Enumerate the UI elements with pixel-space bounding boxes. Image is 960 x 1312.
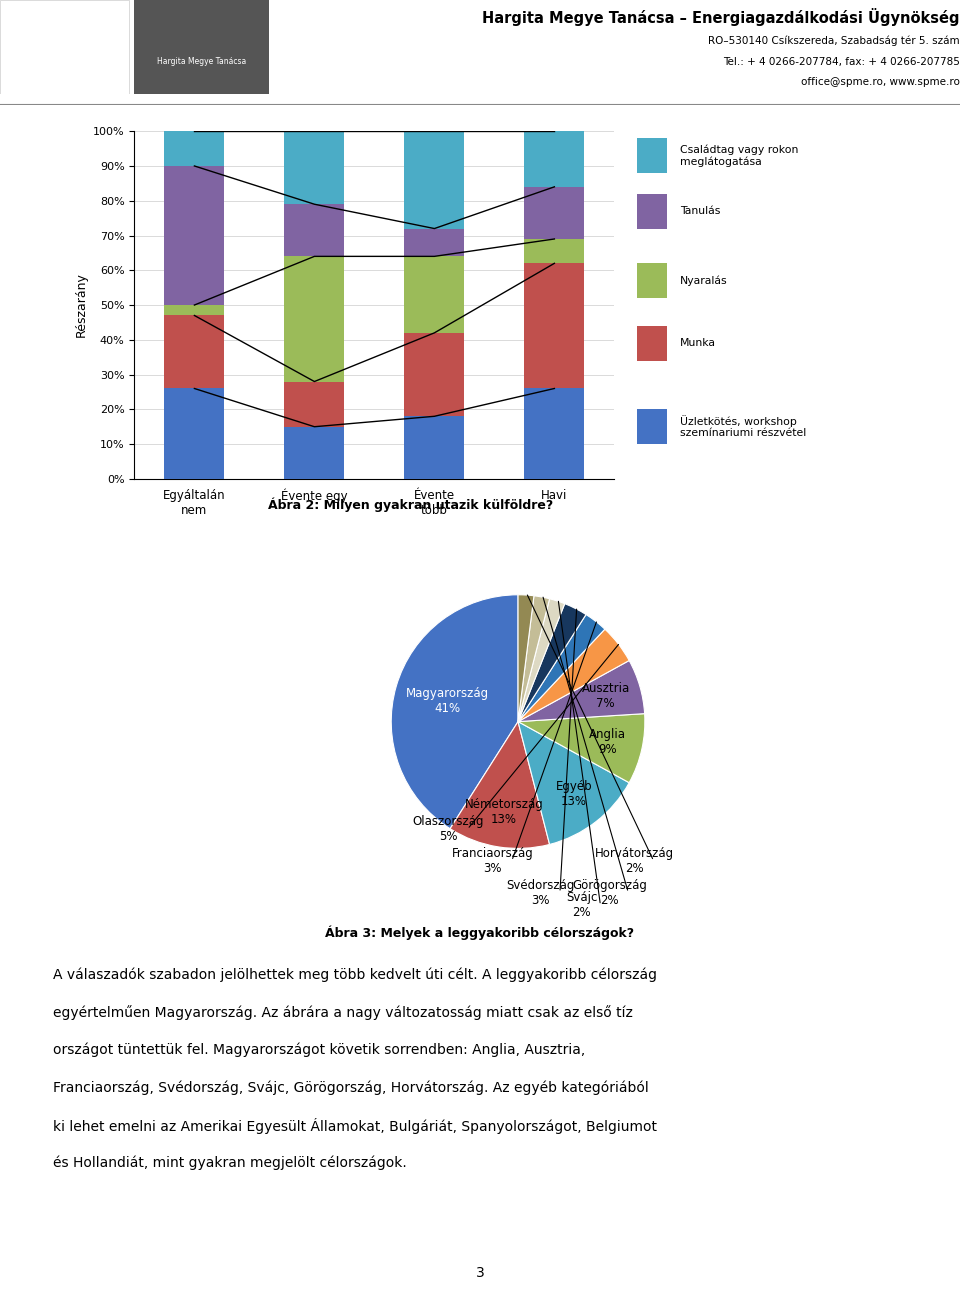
Text: és Hollandiát, mint gyakran megjelölt célországok.: és Hollandiát, mint gyakran megjelölt cé… [53,1156,406,1170]
Wedge shape [518,598,564,722]
Text: Németország
13%: Németország 13% [465,798,543,825]
Wedge shape [518,630,629,722]
Bar [404,256,465,333]
Bar [524,264,585,388]
Bar [284,131,345,205]
Text: Görögország
2%: Görögország 2% [572,879,647,907]
Wedge shape [518,604,586,722]
Text: Tel.: + 4 0266-207784, fax: + 4 0266-207785: Tel.: + 4 0266-207784, fax: + 4 0266-207… [723,56,960,67]
Bar [284,205,345,256]
Text: Franciaország, Svédország, Svájc, Görögország, Horvátország. Az egyéb kategóriáb: Franciaország, Svédország, Svájc, Görögo… [53,1080,649,1094]
Text: Franciaország
3%: Franciaország 3% [452,848,534,875]
Bar [164,167,225,304]
Bar [134,0,269,94]
Bar [636,325,667,361]
Text: Tanulás: Tanulás [680,206,720,216]
Wedge shape [392,594,518,829]
Bar [284,382,345,426]
Text: egyértelműen Magyarország. Az ábrára a nagy változatosság miatt csak az első tíz: egyértelműen Magyarország. Az ábrára a n… [53,1005,633,1019]
Text: Ábra 3: Melyek a leggyakoribb célországok?: Ábra 3: Melyek a leggyakoribb célországo… [325,925,635,941]
Text: Nyaralás: Nyaralás [680,276,728,286]
Text: office@spme.ro, www.spme.ro: office@spme.ro, www.spme.ro [802,77,960,88]
Bar [404,228,465,256]
Bar [524,186,585,239]
Text: Ábra 2: Milyen gyakran utazik külföldre?: Ábra 2: Milyen gyakran utazik külföldre? [268,497,554,513]
Text: Hargita Megye Tanácsa – Energiagazdálkodási Ügynökség: Hargita Megye Tanácsa – Energiagazdálkod… [483,8,960,25]
Text: RO–530140 Csíkszereda, Szabadság tér 5. szám: RO–530140 Csíkszereda, Szabadság tér 5. … [708,35,960,46]
Bar [164,388,225,479]
Text: Svájc
2%: Svájc 2% [565,891,597,920]
Text: Magyarország
41%: Magyarország 41% [406,687,489,715]
Text: 3: 3 [475,1266,485,1279]
Text: A válaszadók szabadon jelölhettek meg több kedvelt úti célt. A leggyakoribb célo: A válaszadók szabadon jelölhettek meg tö… [53,967,657,981]
Bar [636,138,667,173]
Wedge shape [518,594,534,722]
Bar [636,194,667,228]
Bar [524,131,585,186]
Text: Egyéb
13%: Egyéb 13% [556,779,592,808]
Wedge shape [518,714,645,783]
Bar [404,131,465,228]
Bar [524,388,585,479]
Bar [164,131,225,167]
Text: Anglia
9%: Anglia 9% [588,728,626,756]
Bar [164,315,225,388]
Bar [636,409,667,443]
Wedge shape [518,660,644,722]
Bar [524,239,585,264]
Text: ki lehet emelni az Amerikai Egyesült Államokat, Bulgáriát, Spanyolországot, Belg: ki lehet emelni az Amerikai Egyesült Áll… [53,1118,657,1134]
Text: Üzletkötés, workshop
szemínariumi részvétel: Üzletkötés, workshop szemínariumi részvé… [680,415,806,438]
Wedge shape [450,722,549,849]
Bar [0,0,129,94]
Bar [284,256,345,382]
Wedge shape [518,596,549,722]
Bar [404,333,465,416]
Text: Olaszország
5%: Olaszország 5% [413,815,484,844]
Bar [404,416,465,479]
Bar [164,306,225,315]
Wedge shape [518,722,629,845]
Text: Ausztria
7%: Ausztria 7% [582,682,630,710]
Text: Svédország
3%: Svédország 3% [507,879,575,907]
Bar [284,426,345,479]
Text: Munka: Munka [680,338,716,348]
Y-axis label: Részarány: Részarány [75,273,87,337]
Text: országot tüntettük fel. Magyarországot követik sorrendben: Anglia, Ausztria,: országot tüntettük fel. Magyarországot k… [53,1043,585,1057]
Wedge shape [518,614,605,722]
Text: Hargita Megye Tanácsa: Hargita Megye Tanácsa [157,56,246,66]
Text: Családtag vagy rokon
meglátogatása: Családtag vagy rokon meglátogatása [680,144,798,167]
Bar [636,264,667,298]
Text: Horvátország
2%: Horvátország 2% [595,848,674,875]
